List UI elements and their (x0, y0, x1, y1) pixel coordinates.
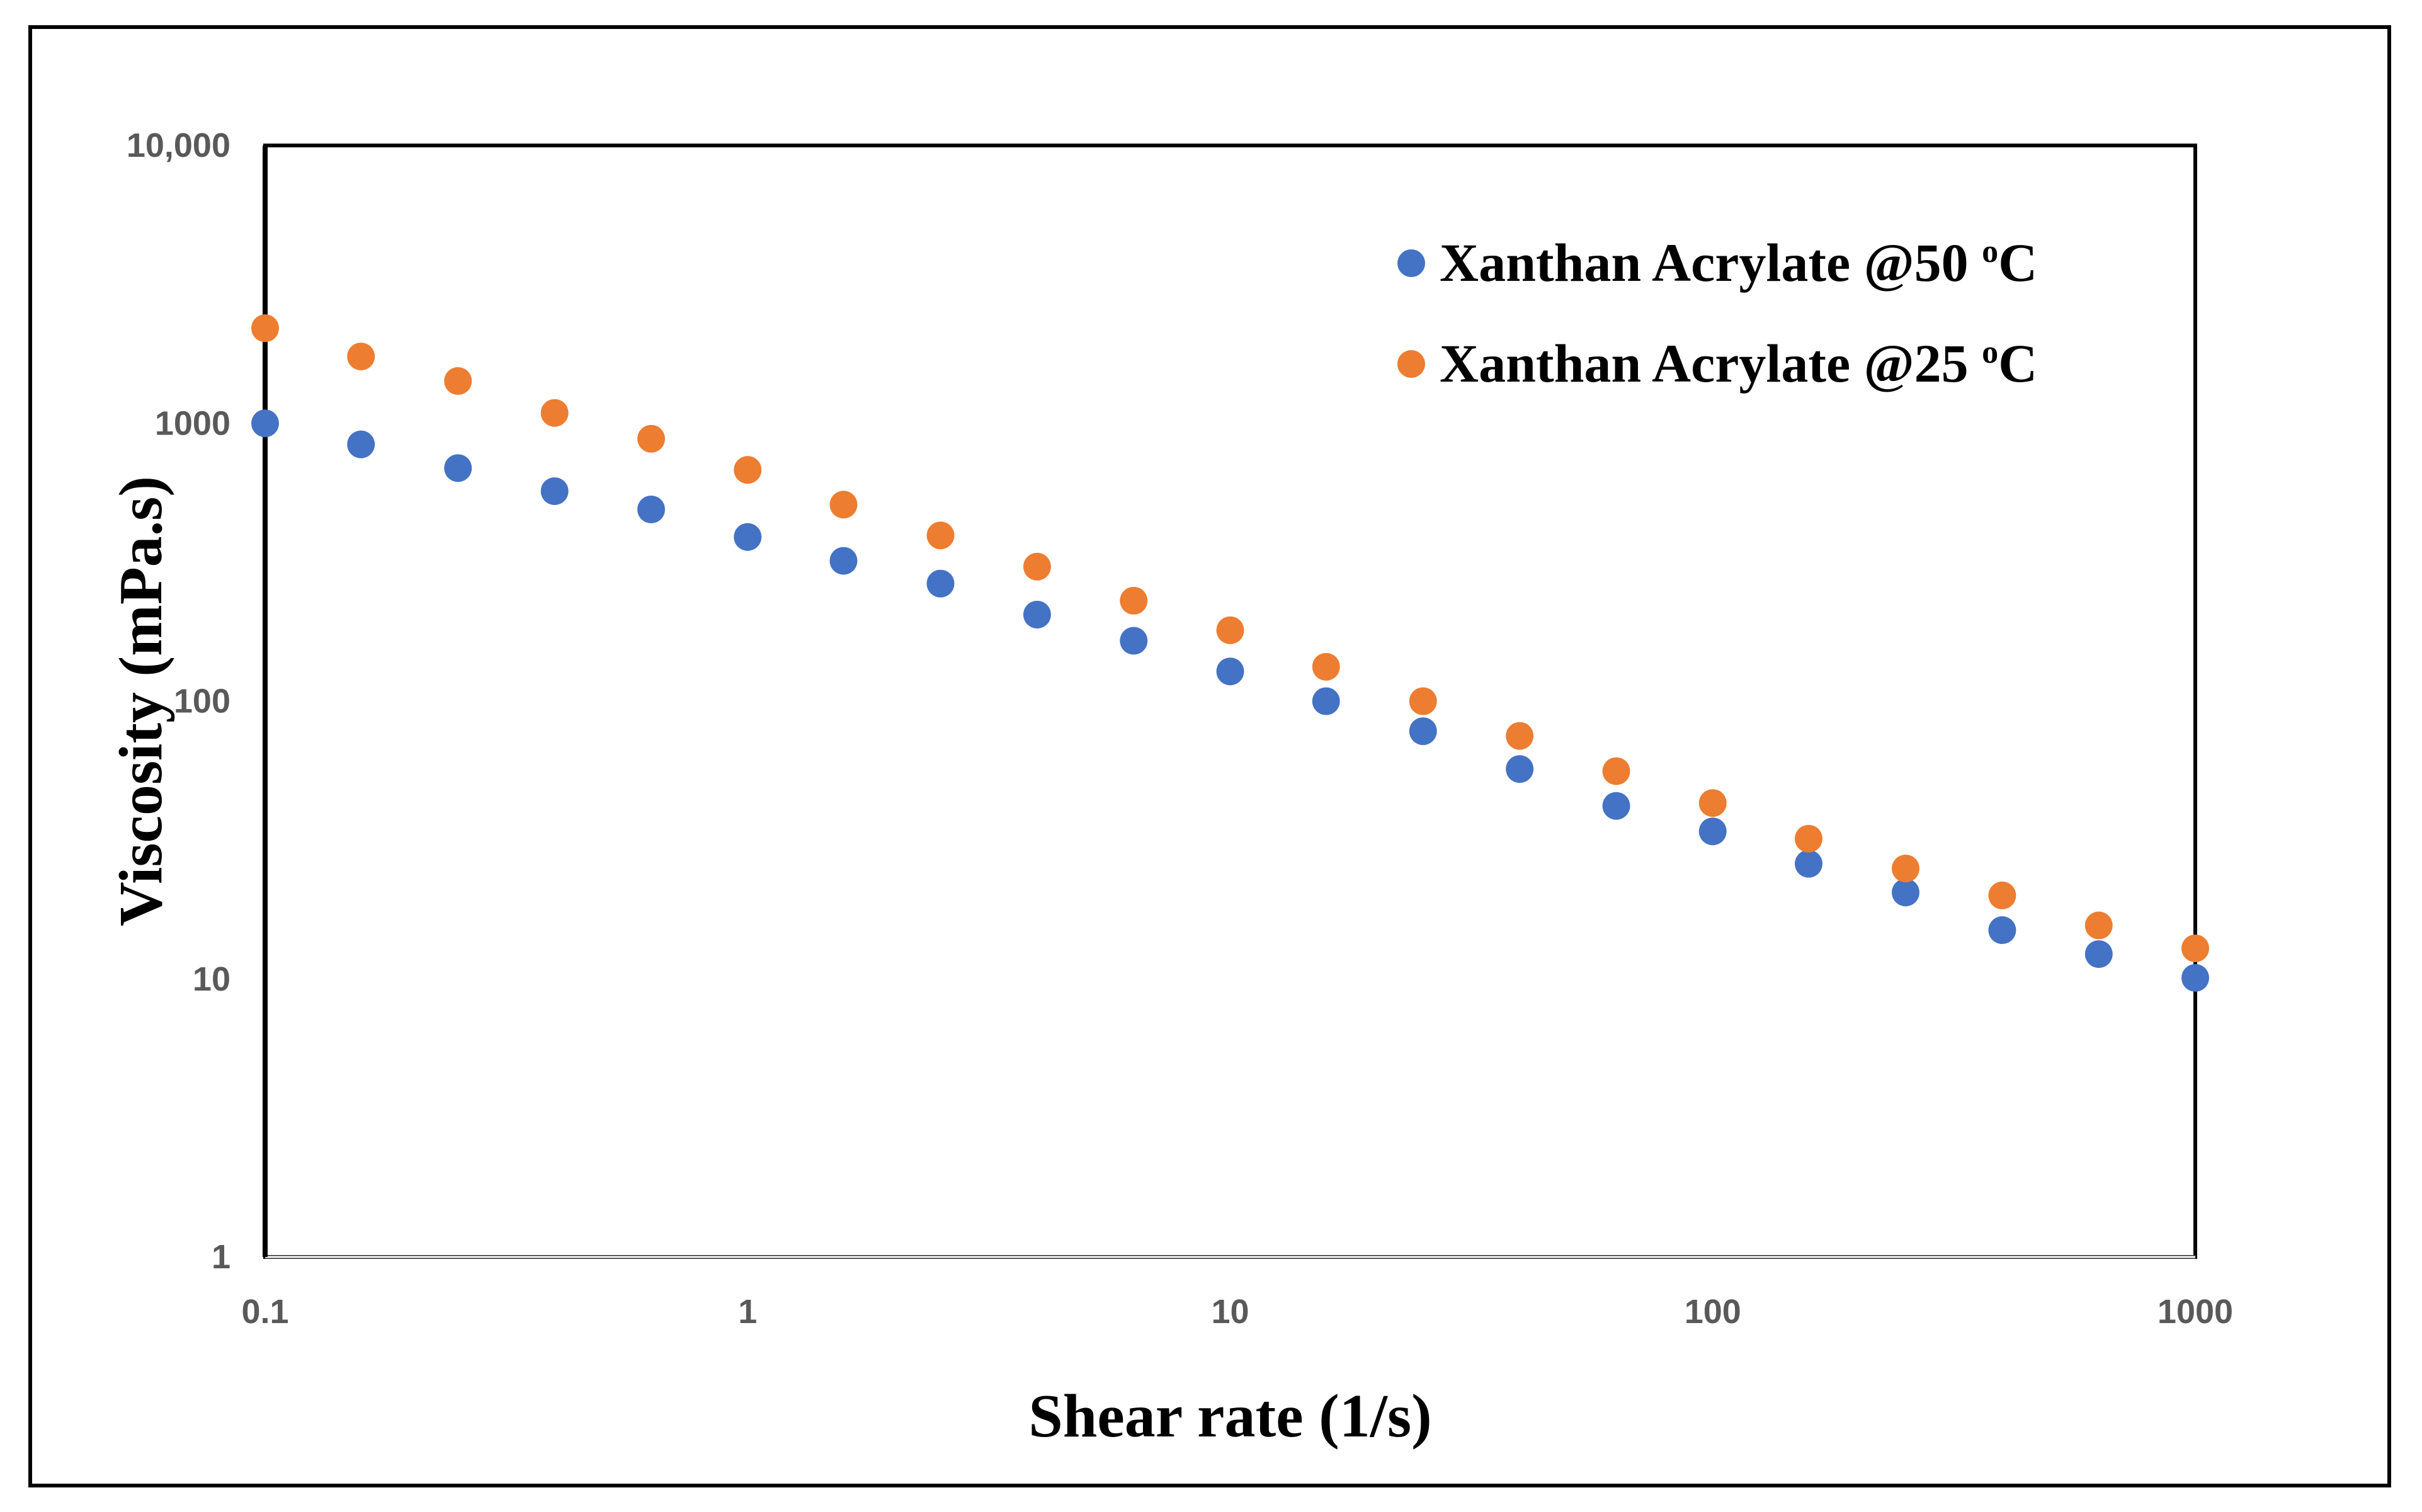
series-xanthan-acrylate-50c (251, 409, 2209, 992)
legend-marker (1397, 249, 1425, 277)
legend-label-degree: o (1982, 334, 1998, 370)
x-tick-label: 1 (738, 1293, 757, 1331)
data-point (347, 343, 375, 371)
data-point (1312, 687, 1340, 715)
data-point (2181, 934, 2209, 962)
legend-marker (1397, 350, 1425, 378)
data-point (1988, 916, 2016, 945)
data-point (1216, 616, 1244, 644)
x-axis-title: Shear rate (1/s) (1028, 1382, 1432, 1450)
data-point (926, 521, 955, 550)
data-point (1023, 552, 1051, 581)
legend-label-degree: o (1982, 234, 1998, 270)
data-point (2084, 940, 2113, 969)
data-point (926, 569, 955, 598)
y-tick-label: 10 (193, 960, 230, 998)
data-point (1506, 755, 1534, 783)
data-point (2084, 911, 2113, 940)
x-tick-label: 0.1 (241, 1293, 288, 1331)
data-marks (251, 314, 2209, 992)
legend-label-name: Xanthan Acrylate @50 (1440, 232, 1982, 293)
data-point (829, 491, 858, 519)
legend-item: Xanthan Acrylate @25 oC (1397, 333, 2037, 394)
legend-label-unit: C (1998, 232, 2037, 293)
data-point (347, 430, 375, 458)
plot-border (263, 144, 2197, 1259)
chart-frame: 0.1 1 10 100 1000 1 10 100 1000 10,000 Shear rate… (28, 25, 2391, 1487)
data-point (251, 314, 279, 343)
y-tick-label: 10,000 (127, 127, 230, 164)
series-xanthan-acrylate-25c (251, 314, 2209, 962)
data-point (1409, 717, 1437, 746)
data-point (1698, 817, 1727, 846)
data-point (540, 477, 569, 505)
y-tick-label: 1000 (155, 404, 230, 442)
data-point (1120, 627, 1148, 655)
data-point (444, 454, 472, 482)
x-tick-label: 1000 (2158, 1293, 2233, 1331)
data-point (1794, 824, 1822, 853)
legend-label: Xanthan Acrylate @25 oC (1440, 333, 2037, 394)
data-point (540, 399, 569, 427)
data-point (444, 367, 472, 395)
x-tick-label: 100 (1685, 1293, 1741, 1331)
data-point (1023, 600, 1051, 628)
data-point (2181, 963, 2209, 992)
data-point (637, 495, 666, 523)
data-point (637, 424, 666, 453)
data-point (1602, 757, 1630, 785)
x-tick-label: 10 (1211, 1293, 1249, 1331)
data-point (1216, 657, 1244, 686)
data-point (1892, 878, 1919, 907)
data-point (1892, 855, 1919, 883)
y-axis-title: Viscosity (mPa.s) (107, 476, 175, 926)
plot-area: 0.1 1 10 100 1000 1 10 100 1000 10,000 (127, 127, 2233, 1331)
chart-svg: 0.1 1 10 100 1000 1 10 100 1000 10,000 Shear rate… (107, 127, 2233, 1450)
legend-label: Xanthan Acrylate @50 oC (1440, 232, 2037, 293)
y-tick-label: 1 (212, 1238, 230, 1276)
data-point (1602, 792, 1630, 820)
data-point (1120, 586, 1148, 615)
data-point (734, 523, 762, 551)
data-point (251, 409, 279, 438)
y-tick-label: 100 (174, 683, 230, 720)
data-point (1698, 789, 1727, 817)
data-point (1506, 722, 1534, 750)
data-point (1988, 881, 2016, 909)
data-point (1794, 850, 1822, 878)
data-point (734, 456, 762, 484)
data-point (829, 547, 858, 575)
legend-label-unit: C (1998, 333, 2037, 394)
legend-item: Xanthan Acrylate @50 oC (1397, 232, 2037, 293)
legend-label-name: Xanthan Acrylate @25 (1440, 333, 1982, 394)
data-point (1312, 652, 1340, 681)
data-point (1409, 687, 1437, 715)
